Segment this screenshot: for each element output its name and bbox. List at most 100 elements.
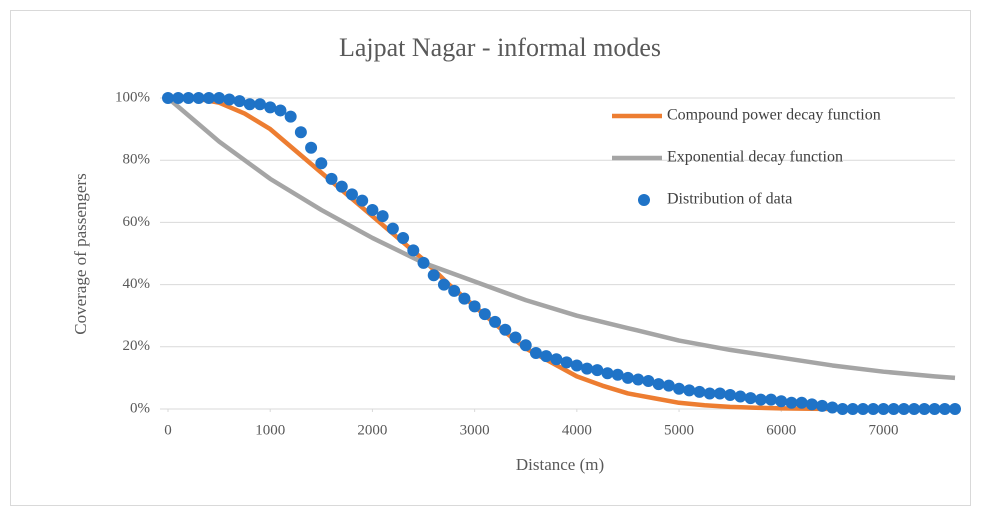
data-point: [693, 385, 706, 398]
data-point: [253, 98, 266, 111]
data-point: [172, 92, 185, 104]
data-point: [652, 378, 665, 391]
data-point: [499, 323, 512, 336]
data-point: [529, 347, 542, 360]
data-point: [713, 387, 726, 400]
data-point: [468, 300, 481, 313]
data-point: [192, 92, 205, 104]
data-point: [243, 98, 256, 111]
x-tick-label: 7000: [868, 422, 898, 438]
data-point: [162, 92, 174, 104]
y-tick-label: 40%: [123, 276, 151, 292]
data-point: [805, 398, 818, 411]
chart-border: [10, 10, 971, 506]
data-point: [264, 101, 277, 114]
data-point: [407, 244, 420, 257]
data-point: [816, 399, 829, 412]
data-point: [448, 284, 461, 297]
data-point: [601, 367, 614, 380]
data-point: [417, 256, 430, 269]
data-point: [386, 222, 399, 235]
y-tick-label: 100%: [115, 89, 150, 105]
data-point: [908, 403, 921, 415]
data-point: [765, 393, 778, 406]
data-point: [785, 396, 798, 409]
data-point: [621, 371, 634, 384]
x-tick-label: 0: [164, 422, 172, 438]
legend-label: Compound power decay function: [667, 107, 881, 124]
data-point: [703, 387, 716, 400]
data-point: [754, 393, 767, 406]
data-point: [857, 403, 870, 415]
x-tick-label: 5000: [664, 422, 694, 438]
data-point: [519, 339, 532, 352]
data-point: [437, 278, 450, 291]
data-point: [570, 359, 583, 372]
data-point: [397, 231, 410, 244]
data-point: [202, 92, 215, 104]
data-point: [581, 362, 594, 375]
data-point: [662, 379, 675, 392]
data-point: [867, 403, 880, 415]
data-point: [294, 126, 307, 139]
data-point: [836, 403, 849, 415]
data-point: [826, 401, 839, 414]
legend-swatch: [638, 194, 650, 206]
x-tick-label: 1000: [255, 422, 285, 438]
data-point: [846, 403, 859, 415]
data-point: [560, 356, 573, 369]
data-point: [540, 350, 553, 363]
data-point: [489, 315, 502, 328]
data-point: [918, 403, 931, 415]
data-point: [673, 382, 686, 395]
x-axis-label: Distance (m): [516, 455, 604, 474]
y-tick-label: 20%: [123, 338, 151, 354]
legend-label: Distribution of data: [667, 191, 792, 208]
data-point: [938, 403, 951, 415]
y-tick-label: 80%: [123, 152, 151, 168]
data-point: [284, 110, 297, 123]
data-point: [591, 364, 604, 377]
data-point: [949, 403, 961, 415]
x-tick-label: 2000: [357, 422, 387, 438]
data-point: [877, 403, 890, 415]
x-tick-label: 4000: [562, 422, 592, 438]
data-point: [213, 92, 226, 104]
data-point: [356, 194, 369, 207]
y-tick-label: 60%: [123, 214, 151, 230]
data-point: [744, 392, 757, 405]
data-point: [928, 403, 941, 415]
data-point: [427, 269, 440, 282]
data-point: [509, 331, 522, 344]
data-point: [632, 373, 645, 386]
x-tick-label: 6000: [766, 422, 796, 438]
data-point: [335, 180, 348, 193]
data-point: [478, 308, 491, 321]
data-point: [325, 172, 338, 185]
data-point: [897, 403, 910, 415]
data-point: [795, 396, 808, 409]
data-point: [887, 403, 900, 415]
line-series: [166, 96, 956, 381]
data-point: [315, 157, 328, 170]
data-point: [458, 292, 471, 305]
x-tick-label: 3000: [460, 422, 490, 438]
y-axis-label: Coverage of passengers: [71, 173, 90, 334]
data-point: [376, 210, 389, 223]
data-point: [305, 141, 318, 154]
data-point: [611, 368, 624, 381]
legend-label: Exponential decay function: [667, 149, 843, 166]
data-point: [233, 95, 246, 108]
y-tick-label: 0%: [130, 400, 150, 416]
data-point: [366, 203, 379, 216]
data-point: [775, 395, 788, 408]
data-point: [734, 390, 747, 403]
data-point: [550, 353, 563, 366]
data-point: [223, 93, 236, 106]
chart-title: Lajpat Nagar - informal modes: [339, 33, 661, 62]
data-point: [182, 92, 195, 104]
data-point: [345, 188, 358, 201]
data-point: [274, 104, 287, 117]
data-point: [724, 389, 737, 402]
